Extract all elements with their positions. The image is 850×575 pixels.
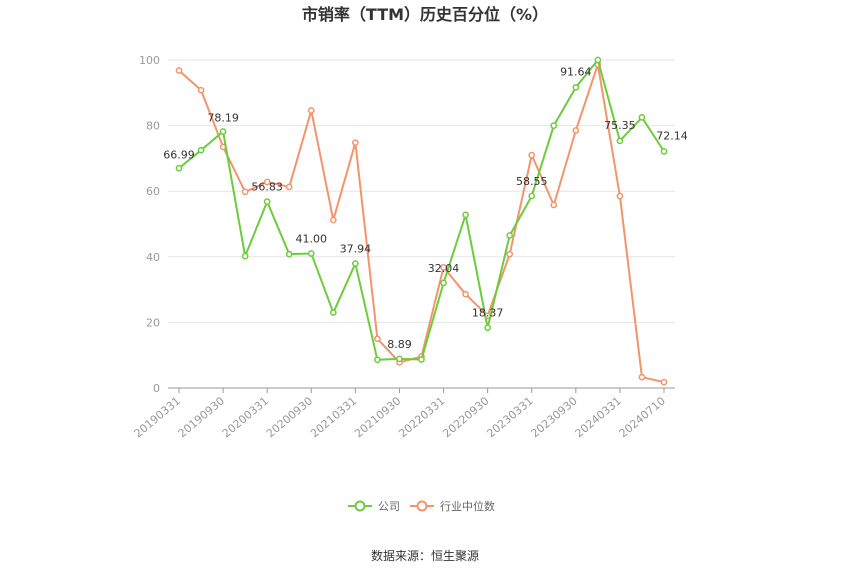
y-tick-label: 0	[153, 382, 160, 395]
y-axis: 0 20 40 60 80 100	[139, 54, 160, 395]
series-line-industry-median	[178, 63, 665, 384]
data-point-industry-median	[307, 107, 315, 114]
x-tick-label: 20220930	[440, 394, 491, 440]
x-tick-label: 20190331	[132, 394, 183, 440]
x-tick-label: 20220331	[396, 394, 447, 440]
data-labels: 66.99 78.19 56.83 41.00 37.94 8.89 32.04 18.37 5…	[163, 65, 688, 350]
data-point-company	[484, 324, 491, 332]
data-point-industry-median	[660, 378, 668, 386]
legend-label: 行业中位数	[440, 499, 495, 513]
data-point-industry-median	[374, 335, 381, 343]
data-point-company	[263, 198, 271, 205]
data-point-company	[241, 252, 249, 260]
grid	[168, 59, 675, 323]
y-tick-label: 40	[146, 251, 160, 264]
data-point-industry-median	[638, 373, 646, 381]
data-point-company	[329, 309, 337, 316]
x-tick-label: 20200930	[264, 394, 315, 440]
data-point-industry-median	[528, 151, 536, 159]
legend-marker	[354, 500, 366, 512]
data-point-industry-median	[329, 216, 337, 224]
data-point-company	[550, 122, 558, 129]
data-point-industry-median	[197, 86, 205, 94]
data-point-industry-median	[550, 201, 558, 209]
data-label: 75.35	[604, 119, 636, 132]
data-point-industry-median	[506, 250, 514, 258]
series-group	[175, 56, 668, 386]
data-point-industry-median	[352, 139, 359, 147]
data-label: 18.37	[472, 307, 504, 320]
data-label: 8.89	[387, 338, 412, 351]
x-tick-label: 20190930	[176, 394, 227, 440]
series-line-company	[178, 59, 665, 361]
data-point-company	[374, 356, 381, 364]
data-point-company	[462, 211, 469, 219]
x-axis: 2019033120190930202003312020093020210331…	[132, 387, 675, 440]
data-point-company	[506, 232, 514, 239]
data-point-industry-median	[241, 188, 249, 196]
data-label: 32.04	[428, 262, 460, 275]
data-point-company	[572, 84, 580, 91]
data-point-company	[197, 146, 205, 154]
y-tick-label: 100	[139, 54, 160, 67]
data-label: 58.55	[516, 175, 548, 188]
data-point-industry-median	[462, 290, 469, 298]
data-label: 41.00	[296, 233, 328, 246]
y-tick-label: 20	[146, 316, 160, 329]
data-point-company	[638, 114, 646, 121]
data-point-company	[616, 137, 624, 145]
x-tick-label: 20230930	[528, 394, 579, 440]
data-point-company	[594, 56, 602, 64]
data-point-industry-median	[175, 67, 183, 74]
data-point-company	[219, 128, 227, 135]
x-tick-label: 20200331	[220, 394, 271, 440]
data-point-company	[660, 148, 668, 155]
data-point-company	[352, 260, 359, 267]
data-label: 66.99	[163, 148, 195, 161]
data-point-company	[418, 356, 425, 363]
x-tick-label: 20240710	[617, 394, 668, 440]
data-point-company	[396, 355, 403, 363]
data-point-industry-median	[616, 192, 624, 200]
data-point-industry-median	[440, 263, 447, 271]
x-tick-label: 20240331	[573, 394, 624, 440]
data-label: 72.14	[656, 129, 688, 142]
x-tick-label: 20210331	[308, 394, 359, 440]
legend-item-industry-median[interactable]: 行业中位数	[410, 499, 495, 513]
y-tick-label: 80	[146, 120, 160, 133]
x-tick-label: 20210930	[352, 394, 403, 440]
legend-marker	[416, 500, 428, 512]
data-point-company	[175, 164, 183, 172]
chart-source: 数据来源：恒生聚源	[371, 548, 479, 563]
data-point-industry-median	[285, 183, 293, 191]
chart-title: 市销率（TTM）历史百分位（%）	[302, 5, 548, 24]
data-point-industry-median	[263, 178, 271, 186]
data-point-company	[285, 250, 293, 258]
legend[interactable]: 公司 行业中位数	[348, 499, 495, 513]
legend-item-company[interactable]: 公司	[348, 500, 400, 513]
legend-label: 公司	[378, 500, 400, 513]
data-label: 37.94	[340, 243, 372, 256]
x-tick-label: 20230331	[484, 394, 535, 440]
y-tick-label: 60	[146, 185, 160, 198]
data-point-company	[440, 279, 447, 287]
data-label: 56.83	[251, 181, 283, 194]
data-point-industry-median	[572, 127, 580, 134]
data-label: 78.19	[207, 112, 239, 125]
data-label: 91.64	[560, 65, 592, 78]
data-point-company	[528, 192, 536, 200]
data-point-company	[307, 250, 315, 257]
